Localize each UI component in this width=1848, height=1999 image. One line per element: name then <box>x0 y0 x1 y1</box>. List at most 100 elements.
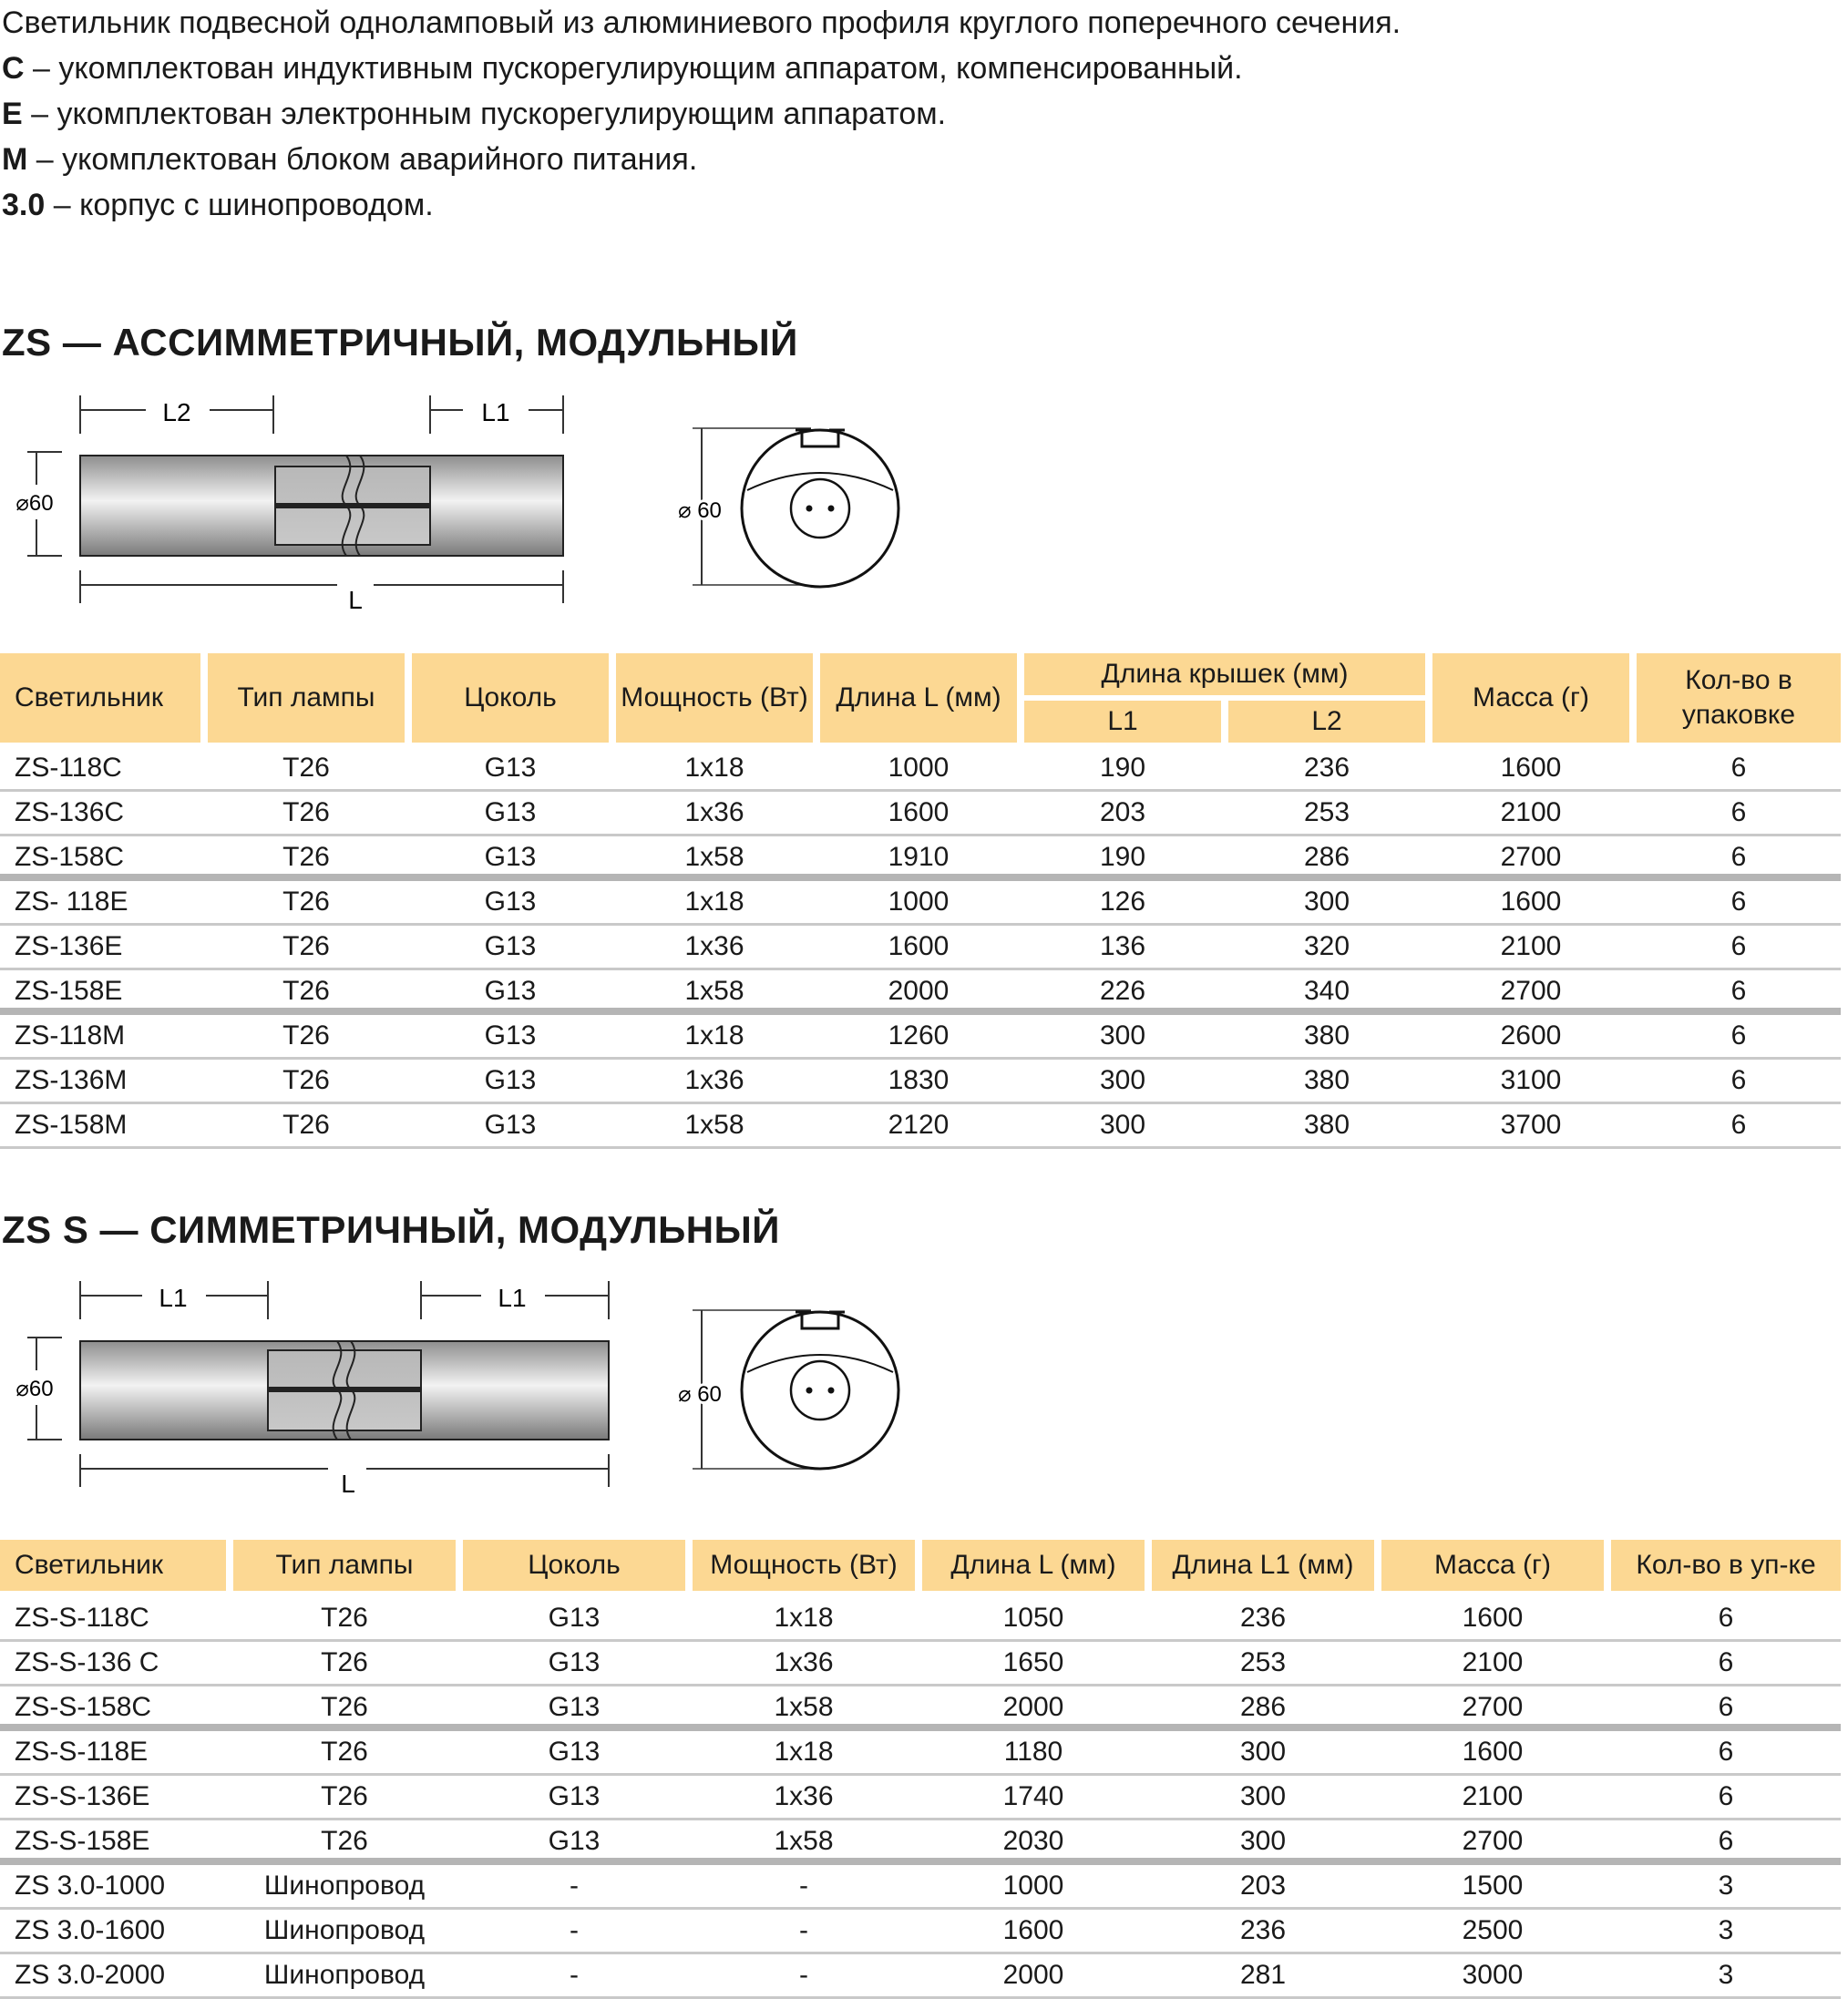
table-row: ZS-S-118C T26 G13 1x18 1050 236 1600 6 <box>0 1597 1841 1642</box>
table-cell: 236 <box>1239 1603 1287 1633</box>
table-cell: G13 <box>548 1647 601 1677</box>
table-cell: 6 <box>1730 797 1747 827</box>
table-cell: ZS-S-158E <box>15 1826 150 1856</box>
table-cell: T26 <box>282 1065 330 1095</box>
table-cell: T26 <box>321 1826 368 1856</box>
table-cell: 203 <box>1099 797 1146 827</box>
table-cell: G13 <box>484 887 537 917</box>
table-cell: ZS-S-118E <box>15 1737 149 1767</box>
table-cell: 1910 <box>888 842 950 872</box>
table-cell: 286 <box>1303 842 1350 872</box>
table-cell: 300 <box>1239 1781 1287 1811</box>
table-cell: 190 <box>1099 842 1146 872</box>
table-row: ZS 3.0-1600 Шинопровод - - 1600 236 2500 3 <box>0 1910 1841 1954</box>
section-1-drawing: L2 L1 ⌀60 L ⌀ 60 <box>15 395 900 614</box>
table-cell: 3700 <box>1500 1110 1562 1140</box>
dim-diameter-label-2: ⌀60 <box>15 1377 53 1401</box>
dim-diameter-section-label: ⌀ 60 <box>678 498 722 523</box>
table-row: ZS-158E T26 G13 1x58 2000 226 340 2700 6 <box>0 970 1841 1015</box>
table-cell: 3 <box>1718 1960 1734 1990</box>
row-divider <box>0 1818 1841 1820</box>
intro-line-3: 3.0 – корпус с шинопроводом. <box>2 182 1401 228</box>
section-1-title: ZS — АССИММЕТРИЧНЫЙ, МОДУЛЬНЫЙ <box>2 321 798 364</box>
table-cell: T26 <box>282 887 330 917</box>
table-cell: G13 <box>484 797 537 827</box>
header2-l1-length: Длина L1 (мм) <box>1152 1540 1374 1591</box>
header2-length: Длина L (мм) <box>922 1540 1145 1591</box>
table-cell: 3000 <box>1462 1960 1524 1990</box>
header-length: Длина L (мм) <box>820 653 1017 743</box>
table-cell: 300 <box>1239 1737 1287 1767</box>
table-cell: G13 <box>548 1737 601 1767</box>
table-cell: 380 <box>1303 1065 1350 1095</box>
table-cell: 1180 <box>1003 1737 1063 1767</box>
table-cell: 190 <box>1099 753 1146 783</box>
table-cell: 2120 <box>888 1110 950 1140</box>
row-divider <box>0 1146 1841 1149</box>
key-3: 3.0 <box>2 188 46 222</box>
table-cell: ZS-S-136 C <box>15 1647 159 1677</box>
table-cell: 2100 <box>1462 1781 1524 1811</box>
table-cell: G13 <box>548 1603 601 1633</box>
table-cell: ZS 3.0-1600 <box>15 1915 166 1945</box>
row-divider <box>0 1724 1841 1731</box>
table-row: ZS-S-136E T26 G13 1x36 1740 300 2100 6 <box>0 1776 1841 1820</box>
table-cell: 2700 <box>1500 976 1562 1006</box>
row-divider <box>0 1102 1841 1104</box>
key-c: C <box>2 51 25 86</box>
table-cell: 6 <box>1718 1737 1734 1767</box>
table-cell: T26 <box>282 976 330 1006</box>
table-cell: 2000 <box>1002 1960 1064 1990</box>
row-divider <box>0 1057 1841 1060</box>
table-cell: 126 <box>1099 887 1146 917</box>
header-power: Мощность (Вт) <box>616 653 813 743</box>
table-cell: 300 <box>1303 887 1350 917</box>
table-cell: G13 <box>484 842 537 872</box>
row-divider <box>0 834 1841 836</box>
table-cell: 1740 <box>1002 1781 1064 1811</box>
intro-line-c: C – укомплектован индуктивным пускорегул… <box>2 46 1401 91</box>
table-cell: 300 <box>1099 1110 1146 1140</box>
table-cell: 286 <box>1239 1692 1287 1722</box>
intro-text: Светильник подвесной одноламповый из алю… <box>2 0 1401 228</box>
table-cell: 320 <box>1303 931 1350 961</box>
table-cell: 3 <box>1718 1915 1734 1945</box>
table-cell: 253 <box>1239 1647 1287 1677</box>
header2-power: Мощность (Вт) <box>693 1540 915 1591</box>
table-cell: 2700 <box>1462 1826 1524 1856</box>
table-row: ZS-136E T26 G13 1x36 1600 136 320 2100 6 <box>0 926 1841 970</box>
table-cell: 1600 <box>888 931 950 961</box>
intro-line-e: E – укомплектован электронным пускорегул… <box>2 91 1401 137</box>
row-divider <box>0 1639 1841 1642</box>
table-cell: G13 <box>484 1020 537 1051</box>
table-cell: 2000 <box>1002 1692 1064 1722</box>
text-3: – корпус с шинопроводом. <box>45 188 434 222</box>
header2-luminaire: Светильник <box>0 1540 226 1591</box>
table-cell: ZS- 118E <box>15 887 128 917</box>
table-cell: 1050 <box>1002 1603 1064 1633</box>
row-divider <box>0 1684 1841 1686</box>
table-cell: 1000 <box>1002 1871 1064 1901</box>
table-cell: 300 <box>1099 1065 1146 1095</box>
table-cell: 6 <box>1718 1826 1734 1856</box>
table-cell: 380 <box>1303 1110 1350 1140</box>
table-cell: 380 <box>1303 1020 1350 1051</box>
row-divider <box>0 1858 1841 1865</box>
table-cell: 6 <box>1730 753 1747 783</box>
table-cell: 6 <box>1730 887 1747 917</box>
table-row: ZS 3.0-2000 Шинопровод - - 2000 281 3000 3 <box>0 1954 1841 1999</box>
header-l2: L2 <box>1228 701 1425 743</box>
table-cell: 2500 <box>1462 1915 1524 1945</box>
table-cell: T26 <box>321 1603 368 1633</box>
text-e: – укомплектован электронным пускорегулир… <box>22 97 947 131</box>
table-cell: ZS-158M <box>15 1110 128 1140</box>
row-divider <box>0 1773 1841 1776</box>
table-cell: ZS-158E <box>15 976 123 1006</box>
row-divider <box>0 1952 1841 1954</box>
header2-mass: Масса (г) <box>1381 1540 1604 1591</box>
table-cell: T26 <box>282 1020 330 1051</box>
table-cell: 6 <box>1730 1110 1747 1140</box>
table-cell: ZS-S-136E <box>15 1781 150 1811</box>
row-divider <box>0 1907 1841 1910</box>
table-cell: ZS 3.0-2000 <box>15 1960 166 1990</box>
